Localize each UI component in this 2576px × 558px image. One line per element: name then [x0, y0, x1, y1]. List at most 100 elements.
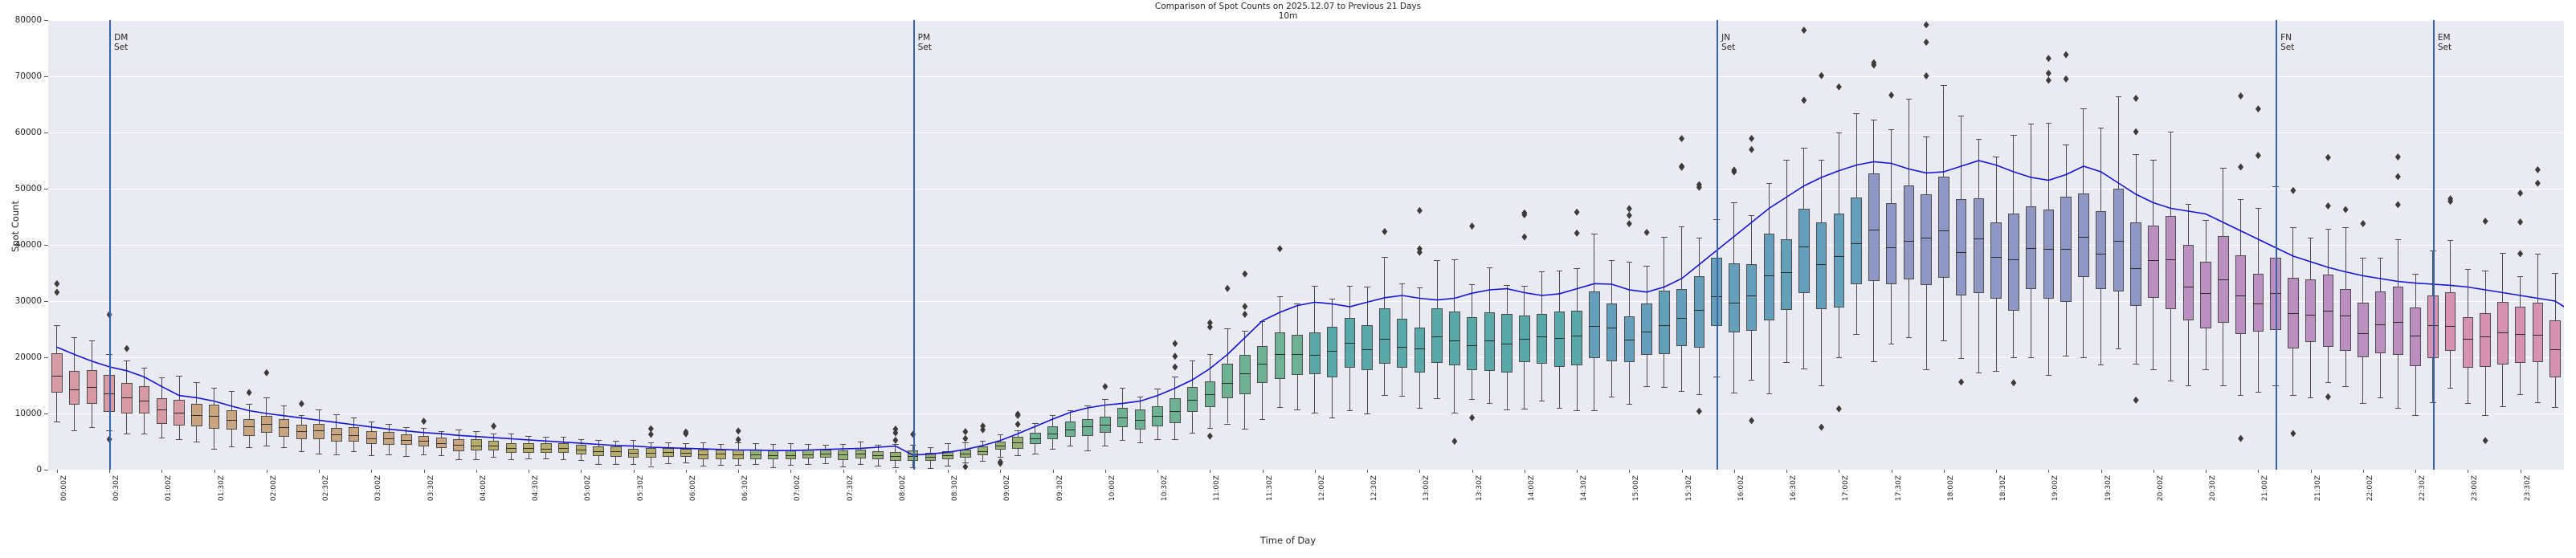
x-tick-mark — [1681, 470, 1683, 473]
boxplot-box — [2148, 225, 2159, 299]
boxplot-median — [750, 454, 761, 455]
x-tick-mark — [948, 470, 949, 473]
boxplot-cap — [1364, 413, 1370, 415]
boxplot-median — [2549, 348, 2561, 350]
boxplot-median — [1990, 257, 2002, 259]
boxplot-cap — [839, 466, 847, 468]
boxplot-box — [1729, 263, 1740, 333]
boxplot-cap — [246, 404, 252, 405]
boxplot-item — [1501, 20, 1513, 470]
boxplot-item — [680, 20, 692, 470]
boxplot-box — [2427, 295, 2439, 359]
boxplot-item — [1868, 20, 1880, 470]
boxplot-cap — [333, 454, 340, 455]
boxplot-cap — [1818, 385, 1825, 387]
boxplot-cap — [647, 466, 655, 467]
boxplot-outlier — [1696, 181, 1702, 189]
boxplot-outlier — [1696, 407, 1702, 415]
boxplot-median — [383, 438, 394, 439]
boxplot-item — [2008, 20, 2019, 470]
x-tick-mark — [1314, 470, 1316, 473]
boxplot-box — [2252, 273, 2264, 332]
boxplot-cap — [2534, 402, 2541, 403]
boxplot-median — [2252, 303, 2264, 305]
boxplot-item — [697, 20, 709, 470]
boxplot-median — [1100, 424, 1111, 426]
y-tick-marks — [0, 20, 48, 470]
plot-area: DM Set PM Set JN Set FN Set EM Set — [48, 20, 2564, 470]
boxplot-outlier — [2447, 195, 2454, 203]
boxplot-cap — [1242, 429, 1248, 430]
boxplot-outlier — [1276, 245, 1283, 253]
boxplot-outlier — [1242, 311, 1248, 318]
boxplot-item — [2444, 20, 2456, 470]
boxplot-cap — [805, 464, 811, 466]
boxplot-median — [890, 455, 901, 457]
x-tick-mark — [1629, 470, 1631, 473]
boxplot-cap — [979, 440, 986, 442]
boxplot-box — [1379, 308, 1390, 364]
boxplot-item — [715, 20, 727, 470]
boxplot-median — [1659, 324, 1670, 326]
boxplot-outlier — [1749, 417, 1755, 425]
boxplot-median — [663, 452, 674, 454]
boxplot-cap — [2464, 268, 2472, 270]
boxplot-cap — [892, 467, 899, 469]
boxplot-cap — [543, 437, 549, 438]
x-tick-label: 11:30Z — [1265, 475, 1274, 502]
boxplot-median — [541, 448, 552, 450]
x-tick-mark — [109, 470, 111, 473]
boxplot-cap — [1382, 256, 1388, 258]
boxplot-outlier — [647, 425, 654, 433]
boxplot-median — [261, 424, 272, 426]
boxplot-outlier — [962, 462, 969, 470]
boxplot-item — [663, 20, 674, 470]
boxplot-cap — [2394, 408, 2402, 409]
boxplot-cap — [1242, 331, 1248, 332]
boxplot-outlier — [2133, 128, 2139, 136]
boxplot-outlier — [1835, 405, 1842, 413]
boxplot-item — [1606, 20, 1618, 470]
boxplot-box — [1536, 314, 1548, 365]
boxplot-item — [2060, 20, 2072, 470]
boxplot-item — [1781, 20, 1792, 470]
boxplot-outlier — [2238, 434, 2244, 442]
boxplot-box — [1186, 386, 1198, 413]
boxplot-median — [1449, 340, 1460, 342]
boxplot-median — [2514, 334, 2526, 336]
boxplot-item — [1239, 20, 1251, 470]
boxplot-box — [138, 385, 150, 413]
boxplot-item — [68, 20, 80, 470]
x-tick-label: 16:30Z — [1790, 475, 1798, 502]
boxplot-item — [890, 20, 901, 470]
boxplot-outlier — [1801, 26, 1807, 35]
boxplot-median — [1466, 344, 1478, 346]
boxplot-outlier — [2325, 153, 2331, 161]
boxplot-cap — [1084, 450, 1091, 451]
boxplot-cap — [1312, 286, 1318, 287]
boxplot-median — [1239, 373, 1251, 375]
boxplot-cap — [857, 464, 864, 465]
boxplot-box — [2374, 291, 2386, 354]
boxplot-outlier — [1224, 284, 1231, 292]
boxplot-median — [2025, 247, 2037, 249]
boxplot-box — [1903, 185, 1915, 279]
boxplot-outlier — [1521, 211, 1528, 218]
x-tick-mark — [56, 470, 58, 473]
boxplot-outlier — [980, 426, 986, 434]
boxplot-outlier — [1242, 270, 1248, 278]
boxplot-outlier — [1679, 162, 1685, 170]
chart-title-block: Comparison of Spot Counts on 2025.12.07 … — [0, 2, 2576, 21]
boxplot-item — [1379, 20, 1390, 470]
boxplot-item — [1170, 20, 1181, 470]
boxplot-cap — [263, 397, 270, 398]
boxplot-item — [2200, 20, 2211, 470]
boxplot-cap — [2552, 407, 2558, 409]
boxplot-median — [68, 389, 80, 390]
boxplot-cap — [88, 427, 96, 429]
boxplot-item — [977, 20, 989, 470]
boxplot-outlier — [2290, 186, 2296, 194]
boxplot-box — [1815, 222, 1827, 310]
boxplot-item — [348, 20, 360, 470]
boxplot-cap — [333, 414, 340, 416]
